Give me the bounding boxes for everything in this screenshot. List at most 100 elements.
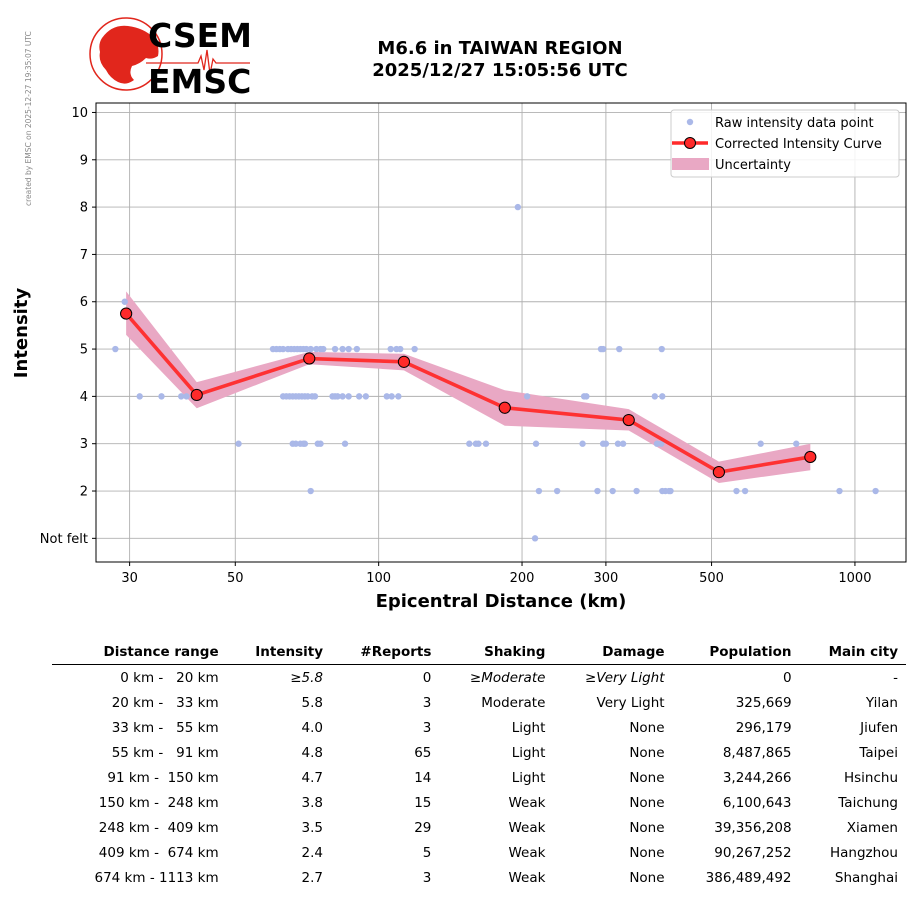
curve-point (303, 352, 316, 365)
raw-point (339, 345, 346, 353)
table-body: 0 km - 20 km ≥5.8 0 ≥Moderate ≥Very Light 0 - 2… (52, 665, 906, 891)
y-tick-label: Not felt (40, 532, 88, 547)
raw-point (158, 393, 165, 400)
table-cell: 91 km - 150 km (107, 769, 219, 786)
raw-point (411, 345, 418, 353)
raw-point (633, 487, 640, 495)
raw-point (733, 487, 740, 495)
raw-point (523, 393, 531, 400)
table-header-cell: Shaking (439, 640, 554, 665)
table-row: 150 km - 248 km 3.8 15 Weak None 6,100,643 Tai… (52, 790, 906, 815)
curve-line (124, 312, 811, 474)
raw-point (599, 345, 607, 353)
uncertainty-area (126, 291, 811, 483)
x-tick-label: 100 (366, 571, 391, 586)
y-tick-label: 8 (80, 201, 88, 216)
raw-point (235, 440, 242, 447)
raw-point (345, 393, 352, 400)
table-cell: Taipei (859, 744, 898, 761)
table-row: 33 km - 55 km 4.0 3 Light None 296,179 Jiufen (52, 715, 906, 740)
raw-point (594, 487, 601, 495)
raw-point (602, 440, 610, 447)
table-header-cell: #Reports (331, 640, 440, 665)
raw-point (279, 345, 287, 353)
curve-point (120, 307, 133, 320)
raw-point (178, 393, 185, 400)
intensity-chart: 30 50 100 200 300 500 1000 Not felt 2 3 4 5 6 7 8 9 10 I… (11, 102, 907, 612)
raw-point (836, 487, 843, 495)
legend-raw-label: Raw intensity data point (715, 116, 874, 131)
intensity-curve (120, 307, 817, 479)
raw-point (616, 345, 623, 353)
raw-point (614, 440, 622, 447)
raw-point (482, 440, 490, 447)
table-header-cell: Damage (553, 640, 673, 665)
y-tick-label: 4 (80, 390, 88, 405)
x-axis-label: Epicentral Distance (km) (376, 591, 627, 612)
table-cell: Hangzhou (829, 844, 898, 861)
table-cell: 39,356,208 (714, 819, 792, 836)
raw-point (475, 440, 482, 447)
raw-point (311, 393, 319, 400)
x-tick-label: 500 (699, 571, 724, 586)
table-cell: Weak (508, 869, 546, 886)
emsc-logo: CSEM EMSC (89, 16, 252, 98)
curve-point (190, 388, 203, 402)
credit-watermark: created by EMSC on 2025-12-27 19:35:07 U… (24, 31, 33, 206)
curve-point (498, 401, 511, 414)
raw-point (872, 487, 879, 495)
x-tick-label: 1000 (838, 571, 871, 586)
table-cell: 20 km - 33 km (111, 694, 219, 711)
table-cell: ≥Moderate (469, 669, 546, 686)
table-header-row: Distance range Intensity #Reports Shaking Da… (52, 640, 906, 665)
table-cell: 3.5 (301, 819, 324, 836)
table-cell: 5 (422, 844, 432, 861)
table-cell: - (893, 669, 898, 686)
y-tick-label: 2 (80, 485, 88, 500)
table-cell: 386,489,492 (705, 869, 792, 886)
x-tick-label: 200 (510, 571, 535, 586)
raw-points (112, 203, 879, 542)
raw-point (793, 440, 800, 447)
table-row: 0 km - 20 km ≥5.8 0 ≥Moderate ≥Very Light 0 - (52, 665, 906, 691)
raw-point (532, 440, 540, 447)
raw-point (583, 393, 590, 400)
table-cell: 3.8 (301, 794, 324, 811)
table-cell: Xiamen (846, 819, 898, 836)
raw-point (292, 440, 300, 447)
title-line2: 2025/12/27 15:05:56 UTC (372, 60, 628, 81)
raw-point (466, 440, 473, 447)
raw-point (659, 393, 666, 400)
curve-point (397, 355, 411, 368)
table-row: 674 km - 1113 km 2.7 3 Weak None 386,489,492 S… (52, 865, 906, 890)
table-cell: Jiufen (860, 719, 898, 736)
y-axis-label: Intensity (11, 288, 32, 379)
curve-point (804, 450, 817, 464)
y-tick-label: 5 (80, 343, 88, 358)
table-cell: 6,100,643 (722, 794, 792, 811)
raw-point (112, 345, 119, 353)
table-cell: 3 (422, 694, 432, 711)
legend-uncertainty-label: Uncertainty (715, 158, 791, 173)
table-row: 91 km - 150 km 4.7 14 Light None 3,244,266 Hsi… (52, 765, 906, 790)
raw-point (388, 393, 395, 400)
y-tick-label: 7 (80, 248, 88, 263)
table-header-cell: Intensity (226, 640, 332, 665)
raw-point (387, 345, 394, 353)
logo-line2: EMSC (148, 62, 251, 98)
table-cell: 4.7 (301, 769, 324, 786)
table-cell: Yilan (865, 694, 898, 711)
raw-point (514, 203, 522, 211)
table-cell: 15 (414, 794, 432, 811)
table-cell: 0 km - 20 km (120, 669, 219, 686)
table-header-cell: Distance range (52, 640, 227, 665)
table-cell: Light (511, 769, 546, 786)
table-cell: None (629, 769, 665, 786)
x-tick-label: 50 (227, 571, 244, 586)
table-cell: 65 (414, 744, 432, 761)
table-cell: 3,244,266 (722, 769, 792, 786)
raw-point (320, 345, 327, 353)
table-cell: Very Light (596, 694, 665, 711)
table-cell: 4.0 (301, 719, 324, 736)
chart-title: M6.6 in TAIWAN REGION 2025/12/27 15:05:5… (300, 38, 700, 82)
